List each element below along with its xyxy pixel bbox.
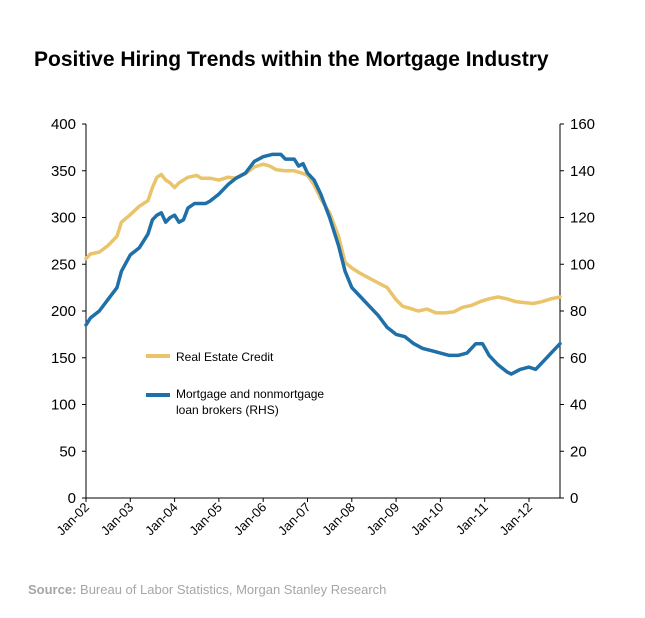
left-tick-label: 250 [51,256,76,273]
right-tick-label: 80 [570,303,587,320]
right-tick-label: 0 [570,490,578,507]
series-line-loan-brokers [84,152,562,376]
left-tick-label: 100 [51,397,76,414]
left-tick-label: 400 [51,116,76,133]
source-label: Source: [28,582,77,597]
left-tick-label: 50 [59,443,76,460]
series-layer [84,152,562,376]
legend-label-loan-brokers: Mortgage and nonmortgage loan brokers (RH… [176,387,324,417]
right-tick-label: 40 [570,397,587,414]
left-tick-label: 200 [51,303,76,320]
source-text: Bureau of Labor Statistics, Morgan Stanl… [76,582,387,597]
x-tick-label: Jan-09 [364,500,403,539]
left-tick-label: 0 [68,490,76,507]
left-tick-label: 150 [51,350,76,367]
x-tick-label: Jan-10 [408,500,447,539]
source-note: Source: Bureau of Labor Statistics, Morg… [28,582,386,597]
right-tick-label: 20 [570,443,587,460]
chart-title: Positive Hiring Trends within the Mortga… [34,48,549,71]
x-tick-label: Jan-05 [186,500,225,539]
x-tick-label: Jan-12 [496,500,535,539]
x-tick-label: Jan-04 [142,500,181,539]
left-tick-label: 300 [51,210,76,227]
right-tick-label: 160 [570,116,595,133]
chart-axes: 0 50 100 150 200 250 300 350 400 0 20 40 60 80 100 120 1… [51,116,595,538]
x-tick-label: Jan-03 [98,500,137,539]
legend-label-real-estate-credit: Real Estate Credit [176,350,274,364]
x-tick-label: Jan-08 [319,500,358,539]
left-tick-label: 350 [51,163,76,180]
right-tick-label: 100 [570,256,595,273]
right-tick-label: 140 [570,163,595,180]
x-tick-label: Jan-06 [231,500,270,539]
x-tick-label: Jan-07 [275,500,314,539]
right-tick-label: 60 [570,350,587,367]
legend: Real Estate Credit Mortgage and nonmortga… [146,350,324,417]
right-tick-label: 120 [570,210,595,227]
series-line-real-estate-credit [84,162,562,315]
x-tick-label: Jan-11 [453,500,491,538]
